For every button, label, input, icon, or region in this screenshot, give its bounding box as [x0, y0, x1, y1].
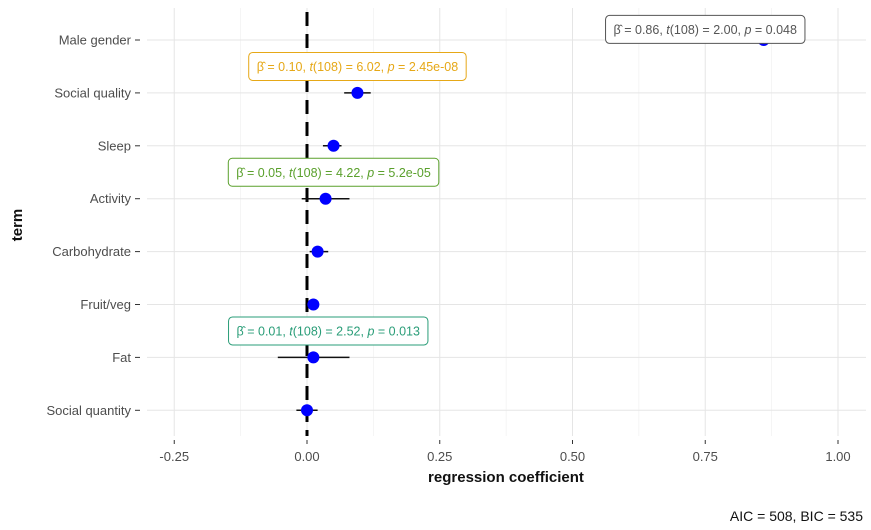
annotation-label: β̂ = 0.01, t(108) = 2.52, p = 0.013 — [228, 316, 429, 346]
annotation-text-part: t — [289, 324, 293, 338]
annotation-text-part: t — [666, 23, 670, 37]
x-tick-label: 0.00 — [294, 449, 319, 464]
annotation-label: β̂ = 0.05, t(108) = 4.22, p = 5.2e-05 — [227, 157, 440, 187]
annotation-box — [227, 157, 440, 187]
coefficient-point — [311, 245, 324, 258]
y-tick-label: Male gender — [59, 33, 132, 48]
y-tick-label: Activity — [90, 191, 132, 206]
x-tick-label: 0.50 — [560, 449, 585, 464]
annotation-text-part: β̂ — [614, 23, 624, 37]
y-tick-label: Social quantity — [46, 403, 131, 418]
annotation-text-part: p — [366, 166, 374, 180]
annotation-text-part: β̂ — [237, 324, 247, 338]
annotation-text-part: p — [387, 60, 395, 74]
x-axis-title: regression coefficient — [428, 469, 584, 486]
annotation-text-part: = 2.45e-08 — [395, 60, 459, 74]
x-axis-ticks: -0.25 0.00 0.25 0.50 0.75 1.00 — [159, 440, 851, 464]
y-tick-label: Sleep — [98, 138, 131, 153]
annotation-text-part: p — [743, 23, 751, 37]
y-tick-label: Fruit/veg — [80, 297, 131, 312]
y-axis-title: term — [9, 209, 26, 242]
coefficient-marks — [277, 34, 770, 417]
coefficient-point — [307, 351, 320, 364]
coefficient-point — [327, 139, 340, 152]
x-tick-label: 0.75 — [693, 449, 718, 464]
annotation-text-part: = 5.2e-05 — [374, 166, 431, 180]
annotation-label: β̂ = 0.86, t(108) = 2.00, p = 0.048 — [605, 14, 806, 44]
x-tick-label: 1.00 — [825, 449, 850, 464]
coefficient-point — [301, 404, 313, 417]
coefficient-point — [351, 86, 364, 99]
y-tick-label: Fat — [112, 350, 131, 365]
annotation-text: β̂ = 0.05, t(108) = 4.22, p = 5.2e-05 — [236, 166, 431, 180]
annotation-text-part: (108) = 6.02, — [313, 60, 388, 74]
annotation-text-part: = 0.013 — [374, 324, 420, 338]
annotation-box — [228, 316, 429, 346]
annotation-text: β̂ = 0.01, t(108) = 2.52, p = 0.013 — [237, 324, 420, 338]
annotation-text-part: (108) = 2.00, — [670, 23, 745, 37]
annotation-text-part: β̂ — [236, 166, 246, 180]
annotation-text-part: = 0.86, — [621, 23, 667, 37]
x-tick-label: -0.25 — [159, 449, 189, 464]
annotation-text-part: β̂ — [257, 60, 267, 74]
model-fit-footer: AIC = 508, BIC = 535 — [729, 508, 863, 524]
grid-lines — [147, 8, 866, 436]
y-axis-ticks: Male gender Social quality Sleep Activity Ca… — [46, 33, 140, 418]
annotation-box — [248, 51, 467, 81]
annotation-text-part: (108) = 4.22, — [293, 166, 368, 180]
annotation-label: β̂ = 0.10, t(108) = 6.02, p = 2.45e-08 — [248, 51, 467, 81]
annotation-box — [605, 14, 806, 44]
annotation-text-part: t — [309, 60, 313, 74]
annotation-text-part: t — [289, 166, 293, 180]
annotation-text-part: = 0.10, — [264, 60, 310, 74]
annotation-text-part: (108) = 2.52, — [293, 324, 368, 338]
coefficient-point — [307, 298, 320, 311]
y-tick-label: Carbohydrate — [52, 244, 131, 259]
annotation-text-part: = 0.05, — [243, 166, 289, 180]
y-tick-label: Social quality — [54, 85, 131, 100]
annotation-text-part: p — [366, 324, 374, 338]
annotation-text: β̂ = 0.10, t(108) = 6.02, p = 2.45e-08 — [257, 60, 459, 74]
annotation-text-part: = 0.048 — [751, 23, 797, 37]
annotation-text-part: = 0.01, — [244, 324, 290, 338]
x-tick-label: 0.25 — [427, 449, 452, 464]
coefficient-point — [319, 192, 332, 205]
annotation-text: β̂ = 0.86, t(108) = 2.00, p = 0.048 — [614, 23, 797, 37]
